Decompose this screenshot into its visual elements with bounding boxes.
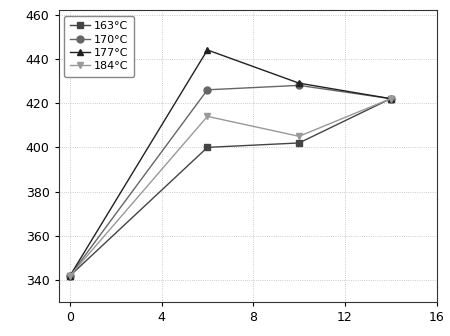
170°C <box>388 97 393 101</box>
177°C <box>205 48 210 52</box>
177°C <box>67 274 72 278</box>
184°C <box>297 134 302 138</box>
170°C <box>297 83 302 87</box>
Line: 184°C: 184°C <box>67 95 394 279</box>
184°C <box>67 274 72 278</box>
Legend: 163°C, 170°C, 177°C, 184°C: 163°C, 170°C, 177°C, 184°C <box>64 16 134 77</box>
177°C <box>388 97 393 101</box>
Line: 177°C: 177°C <box>67 46 394 279</box>
170°C <box>67 274 72 278</box>
184°C <box>205 114 210 118</box>
Line: 170°C: 170°C <box>67 82 394 279</box>
163°C <box>388 97 393 101</box>
184°C <box>388 97 393 101</box>
170°C <box>205 88 210 92</box>
163°C <box>205 145 210 150</box>
177°C <box>297 81 302 85</box>
163°C <box>67 274 72 278</box>
163°C <box>297 141 302 145</box>
Line: 163°C: 163°C <box>67 95 394 279</box>
